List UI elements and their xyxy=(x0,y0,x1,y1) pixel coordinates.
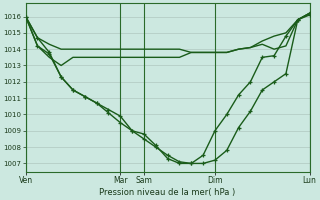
X-axis label: Pression niveau de la mer( hPa ): Pression niveau de la mer( hPa ) xyxy=(100,188,236,197)
